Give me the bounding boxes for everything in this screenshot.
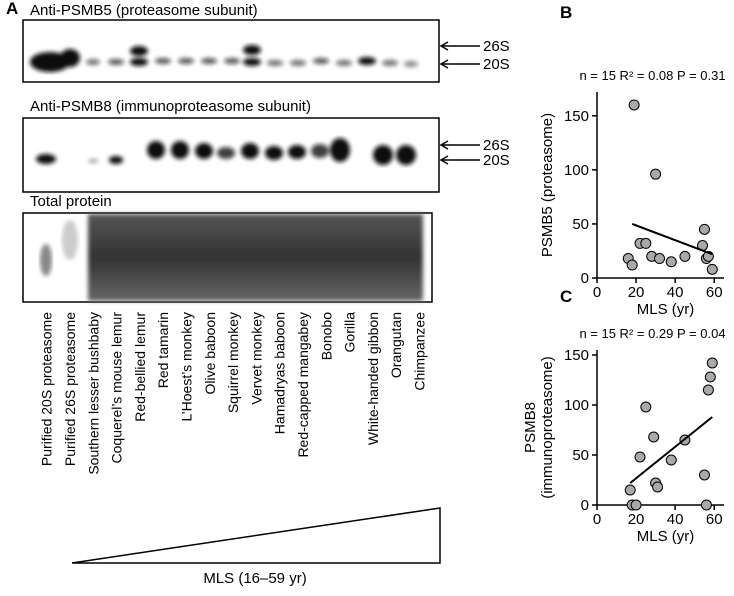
wedge-label: MLS (16–59 yr) xyxy=(203,570,306,587)
x-tick-label: 0 xyxy=(593,284,601,301)
y-tick-label: 100 xyxy=(564,162,589,179)
markers xyxy=(439,41,480,165)
lane-label: Purified 20S proteasome xyxy=(39,312,55,466)
x-tick-label: 60 xyxy=(706,284,723,301)
point xyxy=(665,454,677,466)
lane-label: Red tamarin xyxy=(155,312,171,388)
point xyxy=(640,401,652,413)
panel-label: B xyxy=(560,3,572,22)
lane-label: Orangutan xyxy=(388,312,404,378)
y-tick-label: 0 xyxy=(581,497,589,514)
lane-labels: Purified 20S proteasome Purified 26S prot… xyxy=(39,312,428,475)
charts: Bn = 15 R² = 0.08 P = 0.31 0 20 40 60 0 50 100 1… xyxy=(522,3,726,545)
point xyxy=(704,371,716,383)
point xyxy=(652,481,664,493)
point xyxy=(624,484,636,496)
point xyxy=(654,253,666,265)
lane-label: Red-bellied lemur xyxy=(132,312,148,422)
x-tick-label: 0 xyxy=(593,511,601,528)
point xyxy=(650,168,662,180)
blot-title: Anti-PSMB5 (proteasome subunit) xyxy=(30,2,258,19)
x-tick-label: 40 xyxy=(667,284,684,301)
blot-smear xyxy=(88,214,423,301)
lane-label: L’Hoest’s monkey xyxy=(179,312,195,421)
x-tick-label: 20 xyxy=(628,284,645,301)
lane-label: Southern lesser bushbaby xyxy=(85,312,101,475)
fit-line xyxy=(629,416,713,484)
panel-label: C xyxy=(560,287,572,306)
point xyxy=(626,259,638,271)
y-tick-label: 0 xyxy=(581,270,589,287)
x-tick-label: 60 xyxy=(706,511,723,528)
point xyxy=(634,451,646,463)
marker-label: 20S xyxy=(483,152,510,169)
x-axis-label: MLS (yr) xyxy=(637,301,695,318)
point xyxy=(698,223,710,235)
lane-label: Chimpanzee xyxy=(412,312,428,391)
point xyxy=(630,499,642,511)
marker-label: 20S xyxy=(483,56,510,73)
blot-title: Anti-PSMB8 (immunoproteasome subunit) xyxy=(30,98,311,115)
lane-label: Hamadryas baboon xyxy=(272,312,288,434)
fit-line xyxy=(631,222,713,256)
x-axis-label: MLS (yr) xyxy=(637,528,695,545)
panel-label: A xyxy=(6,0,18,18)
chart-title: n = 15 R² = 0.08 P = 0.31 xyxy=(579,68,725,83)
blot-smear xyxy=(40,244,52,276)
point xyxy=(679,250,691,262)
blot-smear xyxy=(62,220,78,260)
point xyxy=(702,384,714,396)
y-axis-label: PSMB8 xyxy=(522,402,539,453)
blot-frame xyxy=(22,19,440,83)
blot-bands xyxy=(30,45,418,72)
x-tick-label: 20 xyxy=(628,511,645,528)
lane-label: Purified 26S proteasome xyxy=(62,312,78,466)
y-tick-label: 150 xyxy=(564,108,589,125)
point xyxy=(640,237,652,249)
point xyxy=(706,357,718,369)
y-tick-label: 50 xyxy=(572,216,589,233)
marker-label: 26S xyxy=(483,137,510,154)
y-tick-label: 100 xyxy=(564,397,589,414)
lane-label: Bonobo xyxy=(318,312,334,360)
mls-wedge xyxy=(71,507,441,564)
point xyxy=(698,469,710,481)
lane-label: Coquerel’s mouse lemur xyxy=(109,312,125,464)
x-tick-label: 40 xyxy=(667,511,684,528)
point xyxy=(706,263,718,275)
point xyxy=(665,256,677,268)
blot-title: Total protein xyxy=(30,193,112,210)
lane-label: Gorilla xyxy=(342,312,358,353)
point xyxy=(648,431,660,443)
y-tick-label: 50 xyxy=(572,447,589,464)
lane-label: Red-capped mangabey xyxy=(295,312,311,458)
chart-title: n = 15 R² = 0.29 P = 0.04 xyxy=(579,326,725,341)
blot-bands xyxy=(36,138,416,165)
y-tick-label: 150 xyxy=(564,347,589,364)
lane-label: Squirrel monkey xyxy=(225,312,241,413)
lane-label: Vervet monkey xyxy=(248,312,264,405)
point xyxy=(628,99,640,111)
marker-label: 26S xyxy=(483,38,510,55)
point xyxy=(700,499,712,511)
lane-label: White-handed gibbon xyxy=(365,312,381,445)
y-axis-label: (immunoproteasome) xyxy=(539,356,556,499)
lane-label: Olive baboon xyxy=(202,312,218,395)
y-axis-label: PSMB5 (proteasome) xyxy=(539,113,556,257)
